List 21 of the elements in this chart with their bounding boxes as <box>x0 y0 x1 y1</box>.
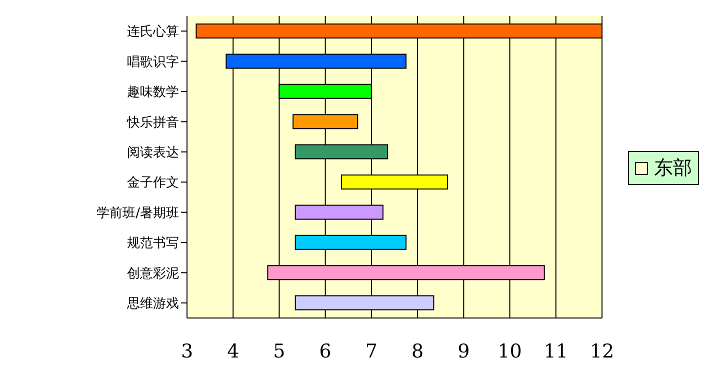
y-tick-label: 金子作文 <box>127 176 179 191</box>
y-tick-label: 创意彩泥 <box>127 266 179 282</box>
legend-label: 东部 <box>654 156 692 181</box>
y-tick-label: 快乐拼音 <box>126 115 179 130</box>
y-tick-label: 规范书写 <box>127 236 179 252</box>
x-tick-label: 11 <box>544 340 568 362</box>
x-tick-label: 8 <box>412 340 424 362</box>
y-tick-label: 唱歌识字 <box>127 54 179 70</box>
y-tick-label: 连氏心算 <box>127 24 179 40</box>
x-tick-label: 7 <box>365 340 378 362</box>
x-tick-label: 10 <box>498 340 522 362</box>
y-tick-label: 阅读表达 <box>127 146 179 161</box>
x-tick-label: 4 <box>227 340 240 362</box>
x-tick-label: 3 <box>180 340 194 362</box>
x-tick-label: 12 <box>590 340 614 362</box>
x-tick-label: 9 <box>458 340 470 362</box>
x-tick-label: 5 <box>273 340 286 362</box>
y-tick-label: 学前班/暑期班 <box>96 206 179 221</box>
y-tick-label: 思维游戏 <box>126 296 179 312</box>
y-tick-label: 趣味数学 <box>127 85 179 100</box>
x-tick-label: 6 <box>319 340 332 362</box>
